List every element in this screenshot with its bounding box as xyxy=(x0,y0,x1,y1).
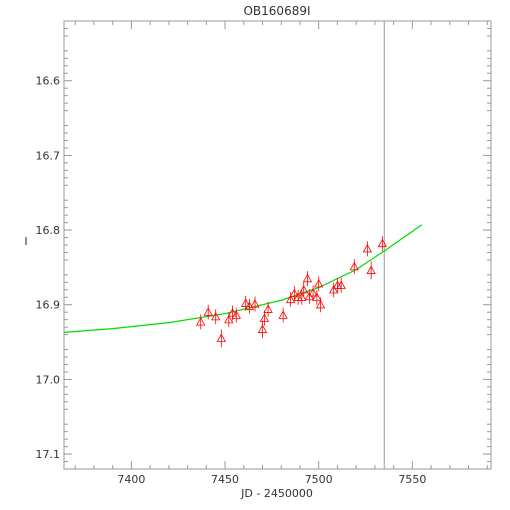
point-marker xyxy=(224,314,234,324)
data-point xyxy=(315,297,326,313)
point-marker xyxy=(196,317,206,326)
data-point xyxy=(349,259,359,275)
data-point xyxy=(257,320,268,339)
data-point xyxy=(211,309,221,325)
y-tick-label: 16.7 xyxy=(36,149,61,162)
axes: 7400 7450 7500 7550 16.6 16.7 16.8 16.9 17.0 17.1 xyxy=(36,21,491,486)
point-marker xyxy=(312,292,322,301)
point-marker xyxy=(203,307,213,316)
x-tick-label: 7550 xyxy=(398,473,426,486)
x-tick-label: 7500 xyxy=(305,473,333,486)
point-marker xyxy=(302,273,313,283)
data-point xyxy=(216,329,226,348)
x-tick-label: 7450 xyxy=(211,473,239,486)
y-tick-label: 16.9 xyxy=(36,299,61,312)
y-axis-label: I xyxy=(24,235,27,248)
point-marker xyxy=(259,313,270,322)
point-marker xyxy=(216,333,226,342)
point-marker xyxy=(315,299,326,309)
point-marker xyxy=(308,287,318,297)
y-tick-label: 17.0 xyxy=(36,373,61,386)
y-tick-label: 17.1 xyxy=(36,448,61,461)
point-marker xyxy=(257,324,268,333)
data-point xyxy=(203,304,213,320)
data-point xyxy=(196,314,206,330)
point-marker xyxy=(329,284,339,294)
point-marker xyxy=(240,298,251,307)
data-point xyxy=(263,301,273,317)
point-marker xyxy=(349,261,359,271)
point-marker xyxy=(231,310,241,319)
model-curve xyxy=(63,224,423,333)
point-marker xyxy=(211,311,221,321)
point-marker xyxy=(250,299,260,308)
data-point xyxy=(308,285,318,301)
point-marker xyxy=(362,243,373,253)
y-tick-label: 16.8 xyxy=(36,224,61,237)
data-point xyxy=(377,236,388,251)
data-point xyxy=(314,276,324,292)
point-marker xyxy=(227,308,238,317)
data-point xyxy=(250,296,260,312)
data-point xyxy=(312,289,322,305)
point-marker xyxy=(377,238,388,248)
data-point xyxy=(362,241,373,257)
data-point xyxy=(329,282,339,298)
plot-frame xyxy=(63,20,492,470)
point-marker xyxy=(289,288,300,298)
data-point xyxy=(336,277,346,293)
data-point xyxy=(259,310,270,326)
data-point xyxy=(366,261,376,280)
point-marker xyxy=(314,279,324,288)
y-tick-label: 16.6 xyxy=(36,75,61,88)
point-marker xyxy=(299,284,309,294)
data-point xyxy=(285,292,296,307)
data-point xyxy=(224,312,234,328)
point-marker xyxy=(278,310,288,319)
chart-title: OB160689I xyxy=(243,4,310,18)
data-point xyxy=(299,282,309,298)
x-tick-label: 7400 xyxy=(117,473,145,486)
data-point xyxy=(231,307,241,323)
point-marker xyxy=(263,304,273,313)
data-point xyxy=(289,286,300,301)
data-points-group xyxy=(196,236,388,348)
point-marker xyxy=(336,280,346,289)
point-marker xyxy=(366,265,376,274)
data-point xyxy=(302,271,313,287)
x-axis-label: JD - 2450000 xyxy=(240,487,313,500)
point-marker xyxy=(285,294,296,304)
data-point xyxy=(278,307,288,323)
model-curve-group xyxy=(63,224,423,333)
